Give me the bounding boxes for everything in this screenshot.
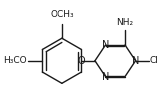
Text: N: N bbox=[102, 72, 109, 82]
Text: NH₂: NH₂ bbox=[116, 18, 134, 27]
Text: OCH₃: OCH₃ bbox=[50, 10, 74, 19]
Text: H₃CO: H₃CO bbox=[3, 56, 27, 65]
Text: Cl: Cl bbox=[150, 56, 159, 65]
Text: N: N bbox=[132, 56, 139, 66]
Text: N: N bbox=[102, 40, 109, 50]
Text: O: O bbox=[78, 56, 85, 66]
